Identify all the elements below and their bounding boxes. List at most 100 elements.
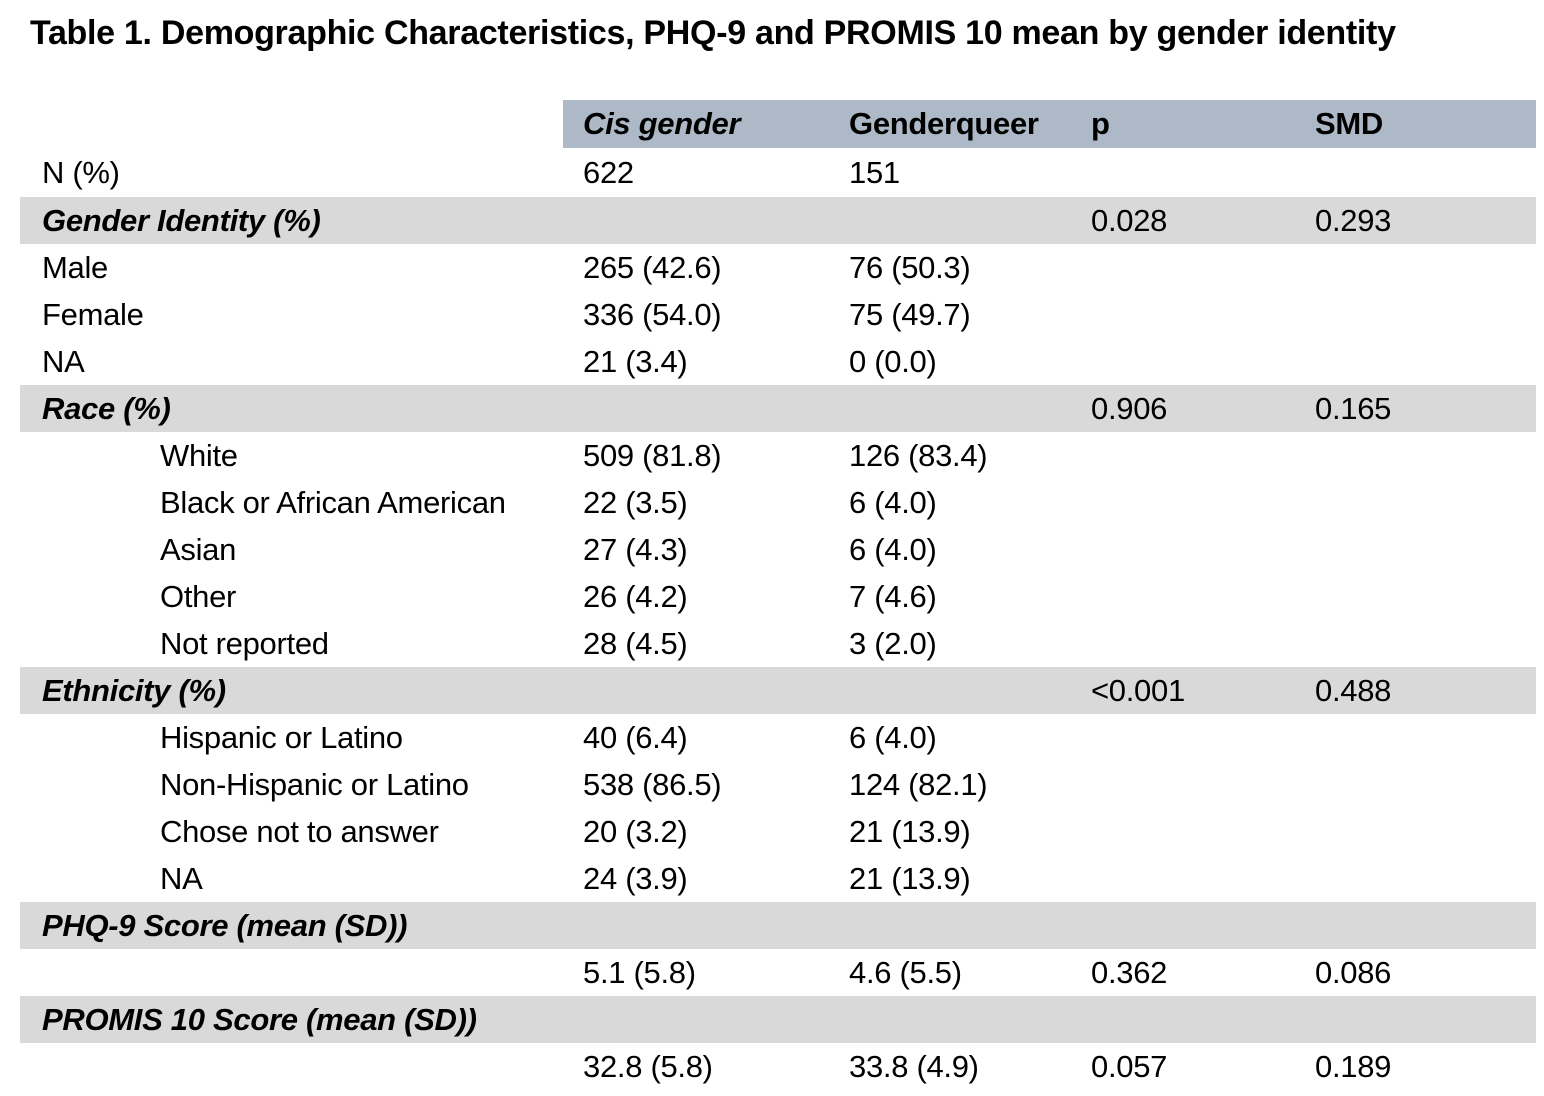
cell-cis: 40 (6.4): [583, 719, 688, 755]
table-row: Non-Hispanic or Latino 538 (86.5) 124 (82.…: [20, 761, 1536, 808]
table-row: 32.8 (5.8) 33.8 (4.9) 0.057 0.189: [20, 1043, 1536, 1090]
cell-smd: [1295, 855, 1536, 902]
table-row: Black or African American 22 (3.5) 6 (4.0): [20, 479, 1536, 526]
cell-smd: [1295, 291, 1536, 338]
cell-gq: 21 (13.9): [849, 860, 971, 896]
cell-row-label: N (%): [42, 154, 120, 190]
cell-p: [1071, 620, 1295, 667]
cell-smd: [1295, 338, 1536, 385]
cell-smd: 0.488: [1295, 667, 1536, 714]
cell-row-label: Chose not to answer: [160, 813, 439, 849]
section-row: PROMIS 10 Score (mean (SD)): [20, 996, 1536, 1043]
table-row: Asian 27 (4.3) 6 (4.0): [20, 526, 1536, 573]
table-row: Not reported 28 (4.5) 3 (2.0): [20, 620, 1536, 667]
cell-gq: [829, 902, 1071, 949]
cell-gq: [829, 197, 1071, 244]
cell-cis: 538 (86.5): [583, 766, 722, 802]
cell-p: [1071, 526, 1295, 573]
table-body: N (%) 622 151 Gender Identity (%) 0.028 0.293…: [20, 148, 1536, 1090]
cell-gq: 124 (82.1): [849, 766, 988, 802]
cell-p: [1071, 996, 1295, 1043]
cell-cis: 21 (3.4): [583, 343, 688, 379]
cell-p: [1071, 148, 1295, 197]
header-label-spacer: [20, 100, 563, 148]
cell-p: [1071, 808, 1295, 855]
cell-smd: [1295, 761, 1536, 808]
cell-gq: 0 (0.0): [849, 343, 937, 379]
header-p-value: p: [1071, 100, 1295, 148]
cell-cis: 32.8 (5.8): [583, 1048, 713, 1084]
cell-row-label: Race (%): [20, 385, 563, 432]
cell-row-label: White: [160, 437, 238, 473]
cell-row-label: Female: [42, 296, 144, 332]
cell-p: [1071, 573, 1295, 620]
cell-cis: [563, 197, 829, 244]
cell-cis: 509 (81.8): [583, 437, 722, 473]
section-row: Gender Identity (%) 0.028 0.293: [20, 197, 1536, 244]
cell-p: <0.001: [1071, 667, 1295, 714]
cell-row-label: Asian: [160, 531, 237, 567]
cell-row-label: NA: [160, 860, 203, 896]
cell-cis: 22 (3.5): [583, 484, 688, 520]
cell-p: 0.028: [1071, 197, 1295, 244]
cell-gq: 4.6 (5.5): [849, 954, 962, 990]
cell-gq: 76 (50.3): [849, 249, 971, 285]
cell-p: [1071, 338, 1295, 385]
cell-p: [1071, 479, 1295, 526]
cell-cis: [563, 996, 829, 1043]
cell-cis: 27 (4.3): [583, 531, 688, 567]
cell-smd: 0.189: [1315, 1048, 1392, 1084]
table-row: Other 26 (4.2) 7 (4.6): [20, 573, 1536, 620]
cell-gq: 33.8 (4.9): [849, 1048, 979, 1084]
cell-row-label: Gender Identity (%): [20, 197, 563, 244]
cell-gq: 21 (13.9): [849, 813, 971, 849]
cell-p: [1071, 714, 1295, 761]
cell-gq: 7 (4.6): [849, 578, 937, 614]
cell-smd: [1295, 902, 1536, 949]
cell-smd: [1295, 432, 1536, 479]
table-row: Hispanic or Latino 40 (6.4) 6 (4.0): [20, 714, 1536, 761]
cell-cis: 622: [583, 154, 634, 190]
cell-cis: 265 (42.6): [583, 249, 722, 285]
cell-smd: 0.165: [1295, 385, 1536, 432]
cell-smd: 0.086: [1315, 954, 1392, 990]
cell-row-label: Black or African American: [160, 484, 506, 520]
cell-cis: [563, 902, 829, 949]
cell-cis: 28 (4.5): [583, 625, 688, 661]
cell-cis: 336 (54.0): [583, 296, 722, 332]
cell-gq: 3 (2.0): [849, 625, 937, 661]
cell-p: [1071, 902, 1295, 949]
cell-row-label: Male: [42, 249, 108, 285]
header-genderqueer: Genderqueer: [829, 100, 1071, 148]
table-row: Female 336 (54.0) 75 (49.7): [20, 291, 1536, 338]
cell-p: 0.906: [1071, 385, 1295, 432]
cell-gq: [829, 996, 1071, 1043]
cell-row-label: Ethnicity (%): [20, 667, 563, 714]
cell-cis: 5.1 (5.8): [583, 954, 696, 990]
cell-cis: [563, 667, 829, 714]
cell-row-label: [20, 949, 563, 996]
cell-gq: 126 (83.4): [849, 437, 988, 473]
cell-row-label: Not reported: [160, 625, 329, 661]
cell-gq: 6 (4.0): [849, 484, 937, 520]
cell-row-label: Other: [160, 578, 237, 614]
cell-cis: 26 (4.2): [583, 578, 688, 614]
cell-p: [1071, 432, 1295, 479]
table-row: NA 24 (3.9) 21 (13.9): [20, 855, 1536, 902]
cell-p: [1071, 291, 1295, 338]
cell-gq: [829, 667, 1071, 714]
cell-gq: 6 (4.0): [849, 719, 937, 755]
cell-smd: [1295, 148, 1536, 197]
cell-row-label: NA: [42, 343, 85, 379]
table-title: Table 1. Demographic Characteristics, PH…: [30, 14, 1396, 52]
cell-gq: [829, 385, 1071, 432]
header-smd: SMD: [1295, 100, 1536, 148]
table-row: Male 265 (42.6) 76 (50.3): [20, 244, 1536, 291]
cell-gq: 6 (4.0): [849, 531, 937, 567]
table-row: White 509 (81.8) 126 (83.4): [20, 432, 1536, 479]
cell-p: [1071, 761, 1295, 808]
table-row: Chose not to answer 20 (3.2) 21 (13.9): [20, 808, 1536, 855]
cell-cis: [563, 385, 829, 432]
cell-smd: [1295, 479, 1536, 526]
